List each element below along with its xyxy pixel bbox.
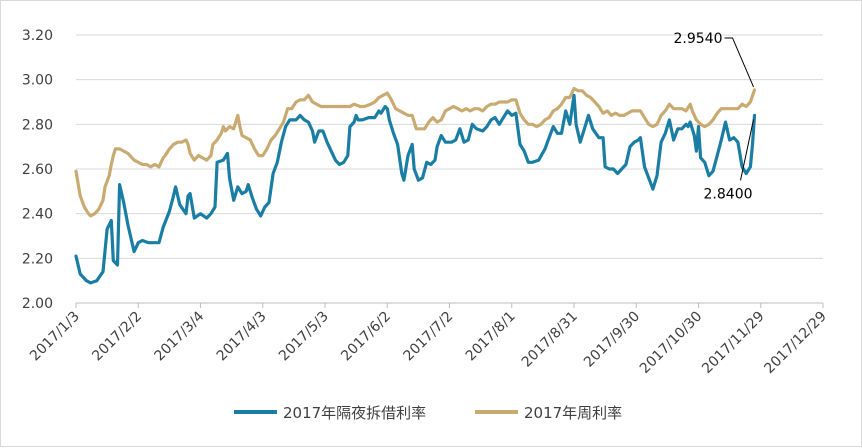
annotation-leader-bottom [740,119,755,181]
series-lines [74,87,757,285]
legend: 2017年隔夜拆借利率 2017年周利率 [234,404,622,422]
series-line-weekly [74,87,757,218]
x-tick-label: 2017/8/1 [463,309,519,365]
x-axis-labels: 2017/1/3 2017/2/2 2017/3/4 2017/4/3 2017/5/3… [27,308,830,376]
y-tick-label: 2.60 [22,162,53,178]
annotation-label-bottom: 2.8400 [704,186,753,202]
y-tick-label: 2.40 [22,207,53,223]
x-tick-label: 2017/5/3 [276,309,332,365]
y-tick-label: 3.00 [22,73,53,89]
x-tick-label: 2017/4/3 [214,309,270,365]
annotations: 2.9540 2.8400 [674,31,755,202]
x-tick-label: 2017/1/3 [27,309,83,365]
x-tick-label: 2017/2/2 [89,309,145,365]
y-tick-label: 2.80 [22,117,53,133]
legend-label-weekly: 2017年周利率 [524,404,622,422]
x-tick-label: 2017/12/29 [761,309,829,377]
x-tick-label: 2017/11/29 [699,309,767,377]
y-tick-label: 3.20 [22,28,53,44]
y-axis-labels: 2.00 2.20 2.40 2.60 2.80 3.00 3.20 [22,28,53,312]
x-tick-label: 2017/10/30 [637,309,705,377]
x-tick-label: 2017/3/4 [152,308,208,364]
x-tick-label: 2017/6/2 [338,309,394,365]
x-axis [75,302,824,308]
y-tick-label: 2.20 [22,251,53,267]
y-tick-label: 2.00 [22,296,53,312]
annotation-label-top: 2.9540 [674,31,723,47]
x-tick-label: 2017/8/31 [519,309,581,371]
legend-label-overnight: 2017年隔夜拆借利率 [283,404,426,422]
series-line-overnight [74,93,757,285]
annotation-leader-top [724,37,754,88]
x-tick-label: 2017/9/30 [581,309,643,371]
x-tick-label: 2017/7/2 [401,309,457,365]
